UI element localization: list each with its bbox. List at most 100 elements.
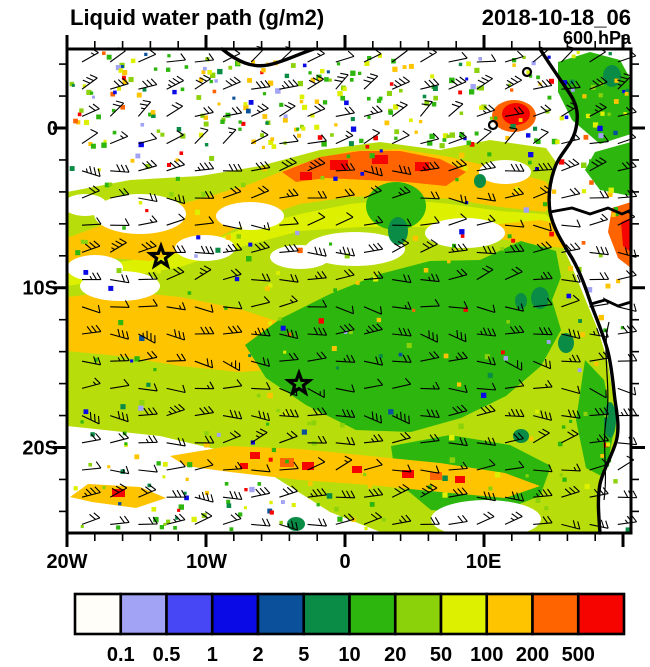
speckle (577, 368, 582, 373)
speckle (217, 102, 221, 106)
wind-barb (589, 387, 607, 399)
wind-barb (194, 161, 215, 172)
speckle (522, 55, 526, 59)
speckle (415, 216, 420, 221)
wind-barb (307, 212, 326, 226)
speckle (581, 189, 587, 194)
wind-barb (335, 188, 355, 199)
wind-barb (504, 379, 525, 389)
speckle (576, 331, 580, 336)
speckle (122, 79, 128, 85)
wind-barb (279, 485, 298, 498)
speckle (317, 135, 323, 140)
wind-barb (561, 485, 580, 498)
wind-barb (279, 520, 299, 531)
speckle (500, 247, 504, 251)
speckle (128, 77, 134, 83)
wind-barb (420, 483, 438, 498)
wind-barb (166, 194, 186, 205)
wind-barb (194, 265, 212, 281)
speckle (130, 58, 136, 64)
wind-barb (279, 430, 298, 444)
spot-seagreen (388, 217, 408, 245)
speckle (108, 285, 114, 291)
speckle (160, 132, 165, 137)
speckle (443, 353, 449, 359)
wind-barb (194, 358, 214, 369)
wind-barb (110, 77, 129, 90)
x-axis-label: 10E (466, 551, 502, 573)
speckle (256, 393, 261, 398)
speckle (320, 176, 325, 180)
speckle (479, 85, 484, 91)
speckle (515, 186, 520, 192)
speckle (430, 74, 435, 79)
speckle (515, 296, 521, 302)
speckle (408, 63, 414, 69)
speckle (528, 152, 534, 158)
wind-barb (476, 104, 496, 117)
wind-barb (420, 351, 440, 362)
wind-barb (222, 379, 243, 389)
speckle (518, 118, 523, 122)
speckle (153, 67, 158, 71)
speckle (282, 117, 288, 123)
speckle (297, 133, 302, 138)
speckle (376, 98, 382, 103)
speckle (196, 95, 202, 100)
wind-barb (448, 243, 468, 253)
wind-barb (448, 158, 467, 172)
wind-barb (504, 266, 523, 281)
wind-barb (448, 330, 467, 343)
land-green-mid (585, 142, 631, 196)
colorbar-tick-label: 0.5 (153, 644, 181, 666)
speckle (145, 209, 149, 213)
wind-barb (420, 273, 440, 283)
wind-barb (476, 356, 496, 366)
wind-barb (589, 458, 609, 471)
speckle (112, 130, 117, 135)
wind-barb (222, 268, 242, 281)
wind-barb (81, 486, 101, 498)
wind-barb (194, 406, 215, 417)
wind-barb (251, 410, 271, 422)
speckle (175, 176, 180, 181)
speckle (364, 527, 368, 531)
speckle (429, 133, 435, 140)
wind-barb (222, 325, 243, 335)
speckle (463, 166, 468, 171)
speckle (402, 65, 407, 69)
speckle (529, 74, 533, 78)
wind-barb (335, 323, 355, 335)
wind-barb (194, 381, 215, 390)
speckle (88, 462, 92, 467)
colorbar-tick-label: 20 (384, 644, 406, 666)
speckle (427, 140, 433, 146)
speckle (310, 77, 315, 83)
speckle (449, 457, 456, 463)
speckle (481, 392, 487, 398)
speckle (440, 447, 445, 451)
wind-barb (392, 164, 412, 176)
speckle (321, 141, 327, 147)
speckle (320, 68, 325, 74)
wind-barb (533, 327, 553, 336)
wind-barb (307, 518, 327, 527)
speckle (398, 352, 403, 357)
wind-barb (363, 306, 383, 315)
wind-barb (166, 213, 185, 226)
wind-barb (307, 270, 327, 281)
speckle (173, 526, 177, 530)
speckle (433, 95, 438, 101)
speckle (354, 362, 359, 367)
speckle (243, 102, 248, 106)
wind-barb (166, 158, 185, 172)
speckle (82, 84, 86, 88)
wind-barb (363, 488, 384, 498)
wind-barb (166, 403, 185, 417)
speckle (291, 503, 296, 508)
speckle (284, 73, 290, 79)
speckle (427, 485, 432, 490)
speckle (187, 462, 193, 468)
wind-barb (251, 486, 271, 498)
